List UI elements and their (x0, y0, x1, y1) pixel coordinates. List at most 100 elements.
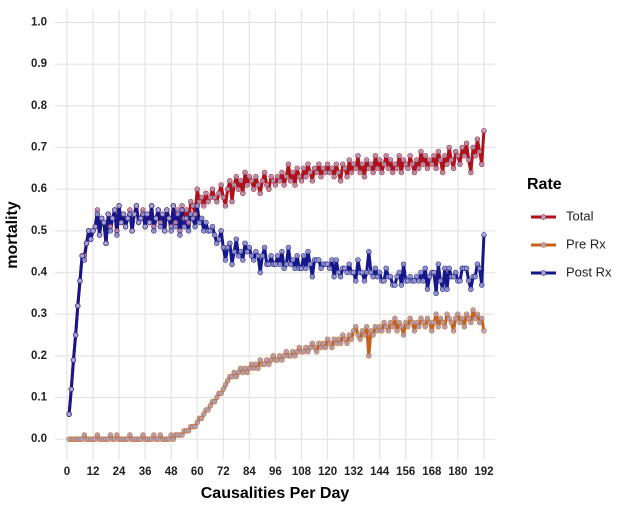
point (433, 165, 439, 172)
point (201, 203, 207, 209)
point (368, 328, 374, 334)
point (227, 178, 233, 184)
point (125, 215, 131, 222)
point (164, 207, 170, 213)
point (424, 165, 431, 172)
point (159, 211, 166, 217)
point (120, 211, 127, 217)
point (372, 153, 379, 159)
point (461, 323, 468, 330)
point (244, 182, 250, 188)
point (177, 232, 183, 238)
point (368, 269, 374, 276)
point (94, 211, 101, 217)
point (222, 382, 229, 388)
point (463, 140, 470, 147)
legend-label: Pre Rx (566, 236, 606, 251)
point (90, 228, 96, 234)
point (240, 190, 246, 197)
point (383, 323, 389, 330)
point (342, 165, 348, 172)
point (442, 323, 448, 330)
point (420, 278, 426, 284)
point (303, 265, 309, 272)
y-tick-label: 0.2 (31, 350, 47, 362)
point (420, 161, 426, 167)
point (322, 344, 329, 351)
point (344, 340, 350, 347)
x-tick-label: 72 (217, 466, 230, 478)
point (307, 169, 313, 176)
point (218, 228, 224, 234)
point (474, 311, 481, 317)
point (335, 336, 342, 342)
point (214, 198, 220, 205)
point (251, 257, 257, 263)
point (433, 311, 439, 317)
point (368, 161, 374, 167)
point (233, 173, 240, 180)
x-tick-label: 0 (64, 466, 70, 478)
point (448, 319, 455, 326)
point (331, 273, 337, 280)
point (220, 386, 227, 392)
point (283, 348, 289, 355)
point (211, 398, 218, 405)
point (387, 319, 394, 326)
series-line (69, 308, 486, 441)
point (442, 153, 448, 159)
point (309, 340, 316, 347)
point (446, 144, 452, 151)
point (214, 240, 220, 247)
point (218, 182, 224, 188)
point (309, 273, 316, 280)
point (346, 332, 352, 338)
point (77, 278, 83, 284)
point (105, 211, 111, 217)
point (318, 265, 324, 272)
point (201, 411, 207, 417)
y-axis-title: mortality (4, 201, 21, 269)
point (266, 361, 272, 367)
point (311, 165, 318, 172)
point (287, 261, 294, 267)
point (131, 211, 137, 217)
point (216, 236, 222, 242)
point (413, 273, 420, 280)
point (468, 286, 474, 292)
point (446, 265, 452, 272)
point (248, 253, 255, 259)
point (479, 282, 485, 288)
point (448, 157, 455, 163)
point (374, 273, 381, 280)
point (101, 219, 107, 226)
y-tick-label: 0.0 (31, 433, 47, 445)
point (246, 244, 253, 251)
point (279, 169, 285, 176)
point (470, 144, 476, 151)
point (431, 153, 437, 159)
point (457, 319, 463, 326)
point (253, 173, 259, 180)
point (361, 173, 368, 180)
point (255, 365, 261, 372)
point (259, 253, 266, 259)
point (348, 169, 355, 176)
point (274, 173, 281, 180)
point (459, 144, 465, 151)
point (355, 332, 361, 338)
point (350, 328, 357, 334)
point (452, 269, 459, 276)
point (468, 169, 474, 176)
point (185, 219, 192, 226)
point (324, 336, 331, 342)
point (385, 328, 392, 334)
point (459, 315, 465, 322)
point (457, 161, 463, 167)
point (313, 169, 320, 176)
point (433, 290, 439, 297)
point (383, 265, 389, 272)
point (481, 232, 487, 238)
y-tick-label: 0.7 (31, 142, 47, 154)
point (416, 323, 422, 330)
